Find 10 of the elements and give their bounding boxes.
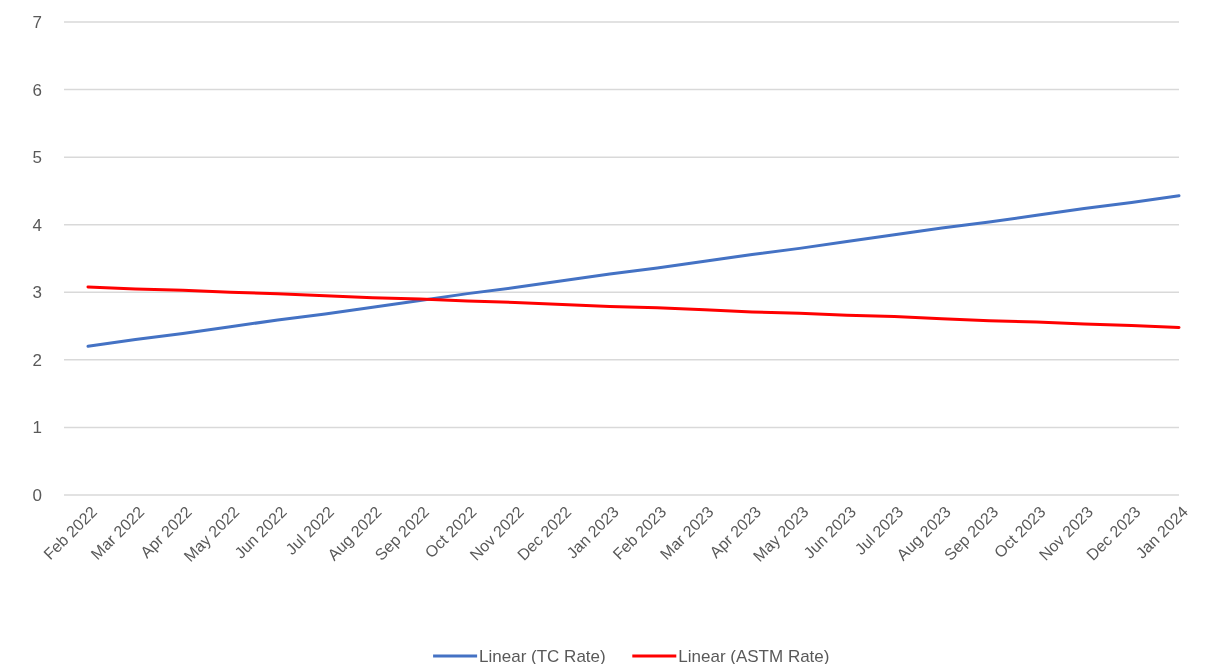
y-tick-label: 0	[32, 485, 42, 505]
y-tick-label: 5	[32, 148, 42, 168]
y-tick-label: 7	[32, 12, 42, 32]
line-series	[86, 194, 1181, 348]
y-tick-label: 4	[32, 215, 42, 235]
y-tick-label: 2	[32, 350, 42, 370]
y-tick-label: 3	[32, 283, 42, 303]
y-tick-label: 6	[32, 80, 42, 100]
y-tick-label: 1	[32, 418, 42, 438]
line-series	[86, 285, 1181, 329]
